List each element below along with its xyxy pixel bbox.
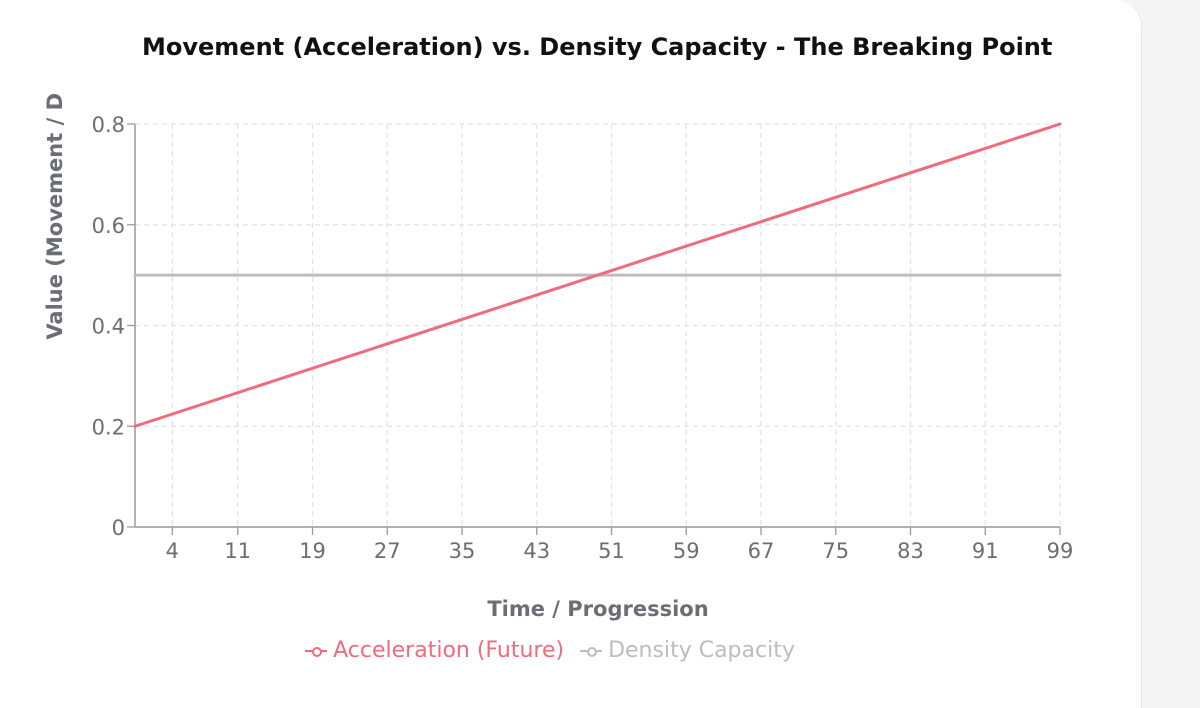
grid-lines [135, 123, 1061, 527]
axes [127, 123, 1061, 535]
x-axis-title: Time / Progression [487, 597, 709, 621]
y-tick-label: 0.4 [92, 315, 125, 339]
line-marker-icon [305, 646, 328, 657]
y-tick-label: 0 [112, 516, 125, 540]
tick-labels: 0 0.2 0.4 0.6 0.8 4 11 19 27 35 43 51 59 67 75 83 91 99 [92, 113, 1074, 563]
line-chart: 0 0.2 0.4 0.6 0.8 4 11 19 27 35 43 51 59 67 75 83 91 99 V… [43, 93, 1074, 563]
x-tick-label: 35 [449, 539, 476, 563]
x-tick-label: 11 [224, 539, 251, 563]
y-axis-title: Value (Movement / D [43, 93, 67, 340]
x-tick-label: 27 [374, 539, 401, 563]
x-tick-label: 4 [166, 539, 179, 563]
chart-title: Movement (Acceleration) vs. Density Capa… [142, 33, 1053, 61]
series-lines [133, 122, 1062, 428]
y-tick-label: 0.2 [92, 415, 125, 439]
x-tick-label: 19 [299, 539, 326, 563]
legend-item-density[interactable]: Density Capacity [580, 638, 795, 663]
chart-legend: Acceleration (Future) Density Capacity [0, 638, 1100, 663]
chart-card: Movement (Acceleration) vs. Density Capa… [0, 0, 1142, 708]
y-tick-label: 0.8 [92, 113, 125, 137]
line-marker-icon [580, 646, 603, 657]
x-tick-label: 75 [822, 539, 849, 563]
series-line-acceleration [133, 122, 1062, 428]
legend-label-acceleration: Acceleration (Future) [333, 638, 565, 663]
x-tick-label: 59 [673, 539, 700, 563]
x-tick-label: 99 [1047, 539, 1074, 563]
x-tick-label: 67 [748, 539, 775, 563]
x-tick-label: 83 [897, 539, 924, 563]
x-tick-label: 91 [972, 539, 999, 563]
legend-label-density: Density Capacity [608, 638, 795, 663]
y-tick-label: 0.6 [92, 214, 125, 238]
legend-item-acceleration[interactable]: Acceleration (Future) [305, 638, 564, 663]
x-tick-label: 43 [523, 539, 550, 563]
x-tick-label: 51 [598, 539, 625, 563]
